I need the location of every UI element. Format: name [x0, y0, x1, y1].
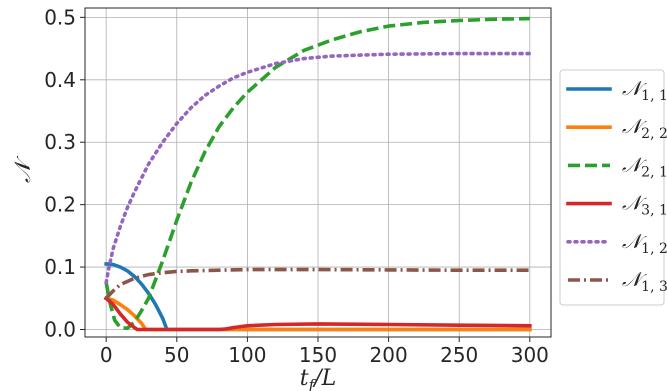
legend-label-subscript: 1, 3 — [641, 279, 667, 295]
series-line-5 — [104, 267, 530, 300]
legend-item: 𝒩2, 1 — [568, 152, 667, 180]
y-tick-label: 0.0 — [44, 318, 76, 342]
x-axis-label-sub: f — [308, 376, 317, 391]
x-axis-label-rest: /L — [312, 366, 336, 391]
x-axis-label: tf/L — [300, 366, 336, 391]
legend-label-subscript: 1, 2 — [641, 241, 667, 257]
x-tick-label: 50 — [164, 343, 189, 367]
legend-label-subscript: 2, 2 — [641, 126, 667, 142]
x-tick-label: 250 — [440, 343, 478, 367]
legend-item: 𝒩2, 2 — [566, 114, 667, 142]
series-line-4 — [104, 51, 532, 285]
x-tick-label: 0 — [100, 343, 113, 367]
y-tick-label: 0.2 — [44, 193, 76, 217]
series-line-3 — [103, 295, 532, 332]
legend-items: 𝒩1, 1𝒩2, 2𝒩2, 1𝒩3, 1𝒩1, 2𝒩1, 3 — [566, 76, 667, 295]
legend-label: 𝒩2, 2 — [622, 114, 667, 142]
series-line-1 — [103, 296, 532, 332]
y-axis: 0.0 0.1 0.2 0.3 0.4 0.5 — [44, 5, 85, 342]
y-tick-label: 0.5 — [44, 5, 76, 29]
x-axis-label-main: t — [300, 366, 309, 391]
legend-label-subscript: 2, 1 — [641, 164, 667, 180]
series-layer — [103, 16, 532, 332]
y-tick-label: 0.3 — [44, 130, 76, 154]
x-axis: 0 50 100 150 200 250 300 — [100, 337, 549, 367]
x-tick-label: 150 — [299, 343, 337, 367]
x-tick-label: 300 — [511, 343, 549, 367]
legend: 𝒩1, 1𝒩2, 2𝒩2, 1𝒩3, 1𝒩1, 2𝒩1, 3 — [559, 69, 667, 306]
legend-label-subscript: 1, 1 — [641, 88, 667, 104]
y-tick-label: 0.4 — [44, 68, 76, 92]
legend-box — [559, 69, 665, 306]
legend-label-subscript: 3, 1 — [641, 203, 667, 219]
y-tick-label: 0.1 — [44, 255, 76, 279]
x-tick-label: 100 — [228, 343, 266, 367]
x-tick-label: 200 — [370, 343, 408, 367]
y-axis-label: 𝒩 — [11, 155, 36, 183]
series-line-2 — [104, 16, 530, 331]
